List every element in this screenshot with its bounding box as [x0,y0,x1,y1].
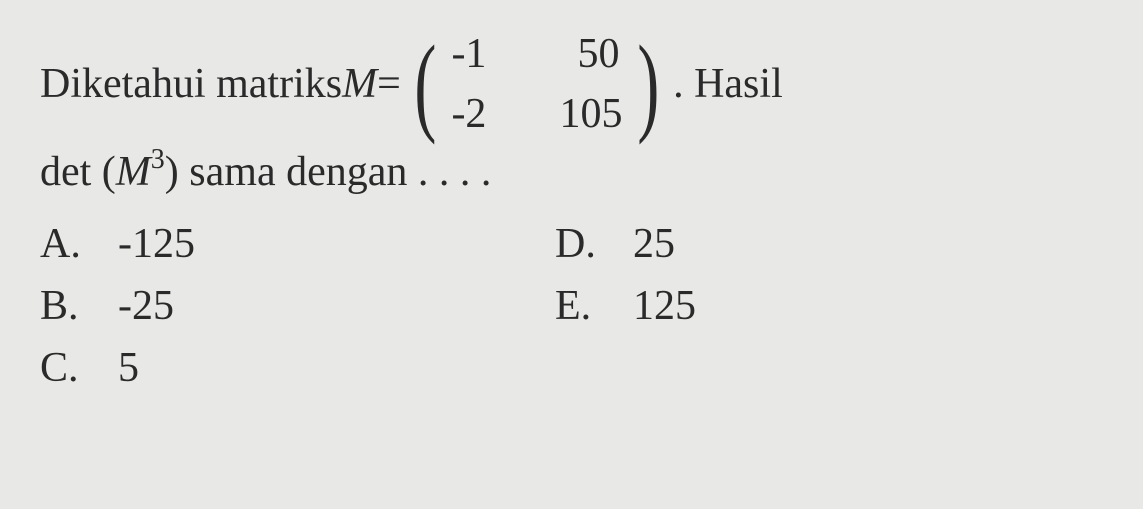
option-letter: D. [555,220,605,268]
line2-suffix: ) sama dengan . . . . [165,149,492,195]
equals-sign: = [377,60,401,108]
matrix-content: -1 50 -2 105 [443,30,630,138]
matrix-row-1: -2 105 [451,90,622,138]
text-after-matrix: . Hasil [673,60,783,108]
matrix-cell-0-0: -1 [451,30,511,78]
option-letter: A. [40,220,90,268]
option-c: C. 5 [40,344,195,392]
option-value: 25 [633,220,675,268]
option-b: B. -25 [40,282,195,330]
option-value: 5 [118,344,139,392]
text-before-matrix: Diketahui matriks [40,60,342,108]
matrix-cell-1-1: 105 [559,90,622,138]
options-container: A. -125 B. -25 C. 5 D. 25 E. 125 [40,220,1103,392]
option-d: D. 25 [555,220,696,268]
option-e: E. 125 [555,282,696,330]
matrix-row-0: -1 50 [451,30,622,78]
question-line-1: Diketahui matriks M = ( -1 50 -2 105 ) .… [40,30,1103,138]
option-letter: B. [40,282,90,330]
line2-exponent: 3 [151,144,165,175]
variable-m: M [342,60,377,108]
question-line-2: det (M3) sama dengan . . . . [40,146,1103,196]
option-letter: C. [40,344,90,392]
right-paren-icon: ) [638,46,660,123]
matrix-cell-1-0: -2 [451,90,511,138]
option-value: -125 [118,220,195,268]
option-a: A. -125 [40,220,195,268]
line2-prefix: det ( [40,149,116,195]
line2-variable: M [116,149,151,195]
left-paren-icon: ( [414,46,436,123]
option-value: -25 [118,282,174,330]
option-value: 125 [633,282,696,330]
options-column-left: A. -125 B. -25 C. 5 [40,220,195,392]
option-letter: E. [555,282,605,330]
matrix: ( -1 50 -2 105 ) [407,30,667,138]
matrix-cell-0-1: 50 [559,30,619,78]
options-column-right: D. 25 E. 125 [555,220,696,392]
